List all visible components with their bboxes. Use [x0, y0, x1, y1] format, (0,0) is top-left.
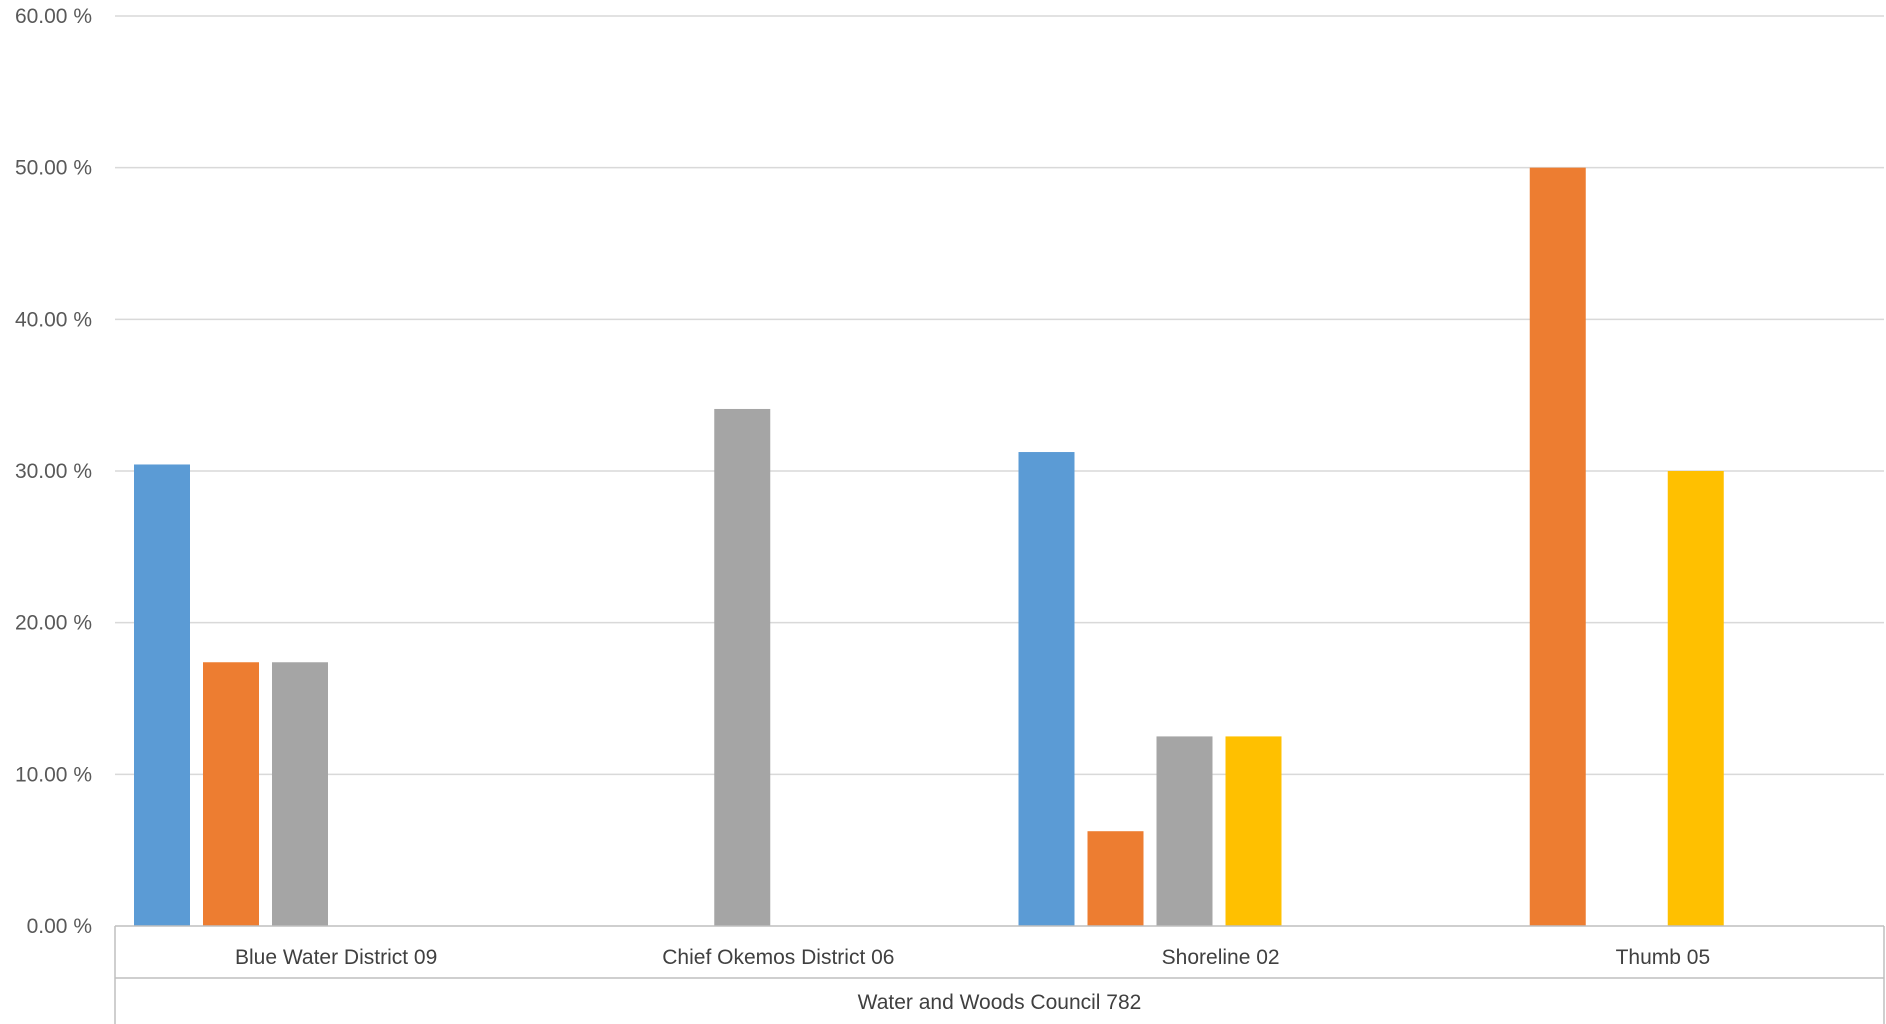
bar	[1018, 452, 1075, 926]
bar	[1156, 736, 1213, 926]
bars	[134, 167, 1724, 926]
y-tick-label: 20.00 %	[15, 612, 92, 635]
y-tick-label: 50.00 %	[15, 157, 92, 180]
bar	[272, 662, 328, 926]
x-category-label: Thumb 05	[1616, 946, 1711, 969]
bar	[714, 408, 771, 926]
x-category-label: Blue Water District 09	[235, 946, 437, 969]
x-axis-group-label: Water and Woods Council 782	[858, 991, 1142, 1014]
axes	[114, 925, 1885, 1024]
x-axis-category-labels: Blue Water District 09 Chief Okemos Distr…	[235, 946, 1710, 969]
bar	[134, 464, 190, 926]
x-category-label: Shoreline 02	[1162, 946, 1280, 969]
x-category-label: Chief Okemos District 06	[662, 946, 894, 969]
bar	[1667, 471, 1724, 926]
y-tick-label: 60.00 %	[15, 5, 92, 28]
y-tick-label: 30.00 %	[15, 460, 92, 483]
bar	[1225, 736, 1282, 926]
y-tick-label: 0.00 %	[27, 915, 92, 938]
y-tick-label: 10.00 %	[15, 763, 92, 786]
bar	[1529, 167, 1586, 926]
y-axis-tick-labels: 0.00 % 10.00 % 20.00 % 30.00 % 40.00 % 50.00 …	[15, 5, 92, 938]
bar	[1087, 831, 1144, 926]
gridlines	[115, 15, 1884, 776]
y-tick-label: 40.00 %	[15, 308, 92, 331]
bar	[203, 662, 259, 926]
